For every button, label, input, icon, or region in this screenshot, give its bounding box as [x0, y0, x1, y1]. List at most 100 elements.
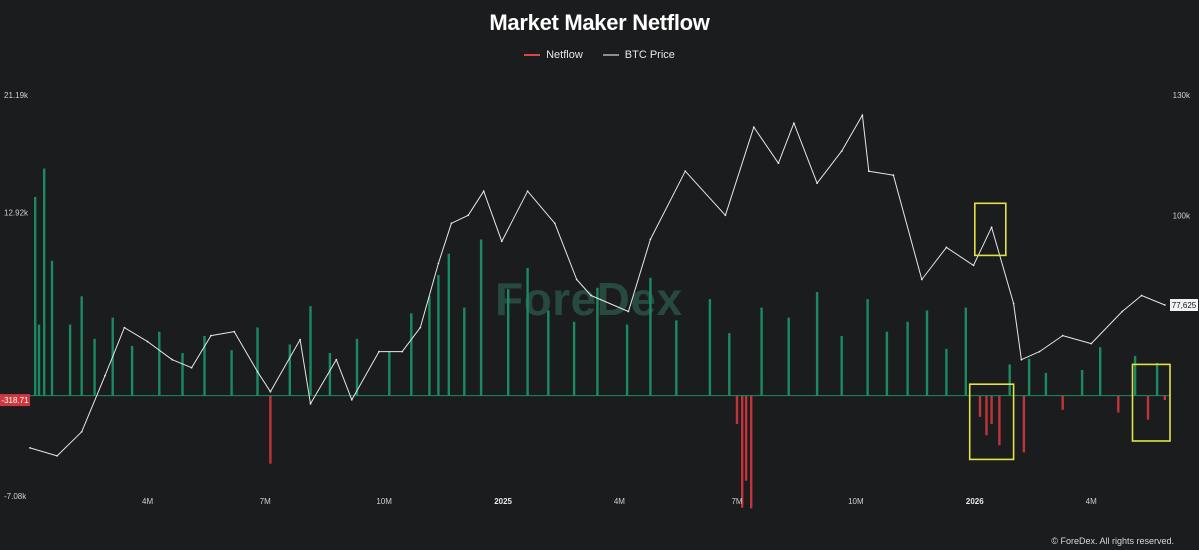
btc-price-point-50 — [1140, 294, 1143, 297]
netflow-bar-18 — [355, 338, 359, 396]
netflow-bar-6 — [93, 338, 96, 396]
netflow-bar-19 — [388, 351, 391, 396]
netflow-current-badge — [0, 394, 30, 407]
netflow-bar-26 — [507, 289, 510, 396]
btc-price-point-2 — [80, 430, 83, 433]
btc-price-point-8 — [210, 334, 212, 337]
chart-legend: Netflow BTC Price — [0, 49, 1199, 61]
x-axis-tick-8: 4M — [1086, 497, 1097, 506]
copyright-text: © ForeDex. All rights reserved. — [1051, 536, 1174, 546]
btc-price-point-38 — [867, 170, 870, 173]
x-axis-tick-5: 7M — [731, 497, 742, 506]
btc-price-point-16 — [378, 350, 380, 353]
netflow-bar-63 — [1146, 395, 1150, 420]
netflow-bar-2 — [43, 168, 46, 396]
netflow-bar-36 — [735, 395, 739, 424]
btc-price-point-40 — [920, 278, 923, 281]
btc-price-point-10 — [256, 370, 259, 373]
legend-item-btc-price[interactable]: BTC Price — [602, 49, 675, 61]
netflow-bar-48 — [945, 348, 948, 396]
btc-price-point-39 — [892, 174, 895, 177]
netflow-bar-4 — [68, 324, 72, 396]
btc-price-point-4 — [123, 326, 126, 329]
x-axis-tick-1: 7M — [260, 497, 271, 506]
netflow-bar-35 — [728, 333, 731, 396]
netflow-bar-49 — [964, 307, 967, 396]
netflow-current-value: -318.71 — [1, 396, 29, 405]
netflow-bar-34 — [708, 299, 712, 396]
netflow-bar-60 — [1099, 347, 1102, 396]
btc-price-point-0 — [29, 447, 31, 449]
netflow-bar-21 — [428, 296, 431, 396]
netflow-bar-25 — [479, 239, 483, 396]
netflow-bar-5 — [80, 296, 83, 396]
netflow-bar-30 — [596, 287, 599, 396]
netflow-bars — [30, 168, 1170, 509]
netflow-bar-17 — [328, 353, 332, 396]
netflow-bar-15 — [288, 344, 291, 396]
netflow-bar-65 — [1163, 395, 1166, 401]
netflow-bar-22 — [437, 275, 440, 396]
netflow-bar-24 — [463, 307, 466, 396]
btc-price-point-35 — [816, 182, 818, 185]
netflow-bar-41 — [787, 317, 790, 396]
btc-price-point-49 — [1121, 310, 1124, 313]
left-axis-tick-2: -7.08k — [4, 492, 27, 501]
netflow-bar-39 — [750, 395, 753, 509]
btc-price-point-29 — [649, 238, 652, 241]
netflow-bar-57 — [1044, 372, 1048, 396]
netflow-bar-0 — [34, 197, 37, 396]
chart-title: Market Maker Netflow — [489, 10, 710, 35]
netflow-bar-1 — [37, 324, 41, 396]
btc-price-line — [29, 114, 1165, 457]
netflow-bar-23 — [447, 253, 450, 396]
netflow-bar-33 — [675, 320, 678, 396]
btc-price-point-18 — [419, 326, 422, 329]
btc-price-point-20 — [450, 222, 453, 225]
left-axis-tick-0: 21.19k — [4, 91, 29, 100]
legend-item-netflow[interactable]: Netflow — [524, 49, 583, 61]
axes: 21.19k 12.92k -7.08k -318.71 130k 100k 77,625 4… — [0, 91, 1198, 506]
btc-price-current-value: 77,625 — [1172, 301, 1197, 310]
x-axis-tick-3: 2025 — [494, 497, 512, 506]
netflow-bar-10 — [181, 353, 184, 396]
btc-price-point-26 — [575, 278, 578, 281]
netflow-bar-12 — [230, 350, 233, 396]
btc-price-point-22 — [482, 190, 485, 193]
netflow-bar-42 — [815, 292, 819, 396]
x-axis-tick-4: 4M — [614, 497, 625, 506]
btc-price-point-31 — [724, 214, 727, 217]
netflow-bar-16 — [309, 306, 312, 396]
btc-price-point-32 — [752, 126, 755, 128]
btc-price-point-47 — [1061, 334, 1064, 337]
btc-price-point-15 — [350, 398, 353, 401]
legend-label-netflow: Netflow — [546, 49, 583, 61]
btc-price-point-37 — [861, 114, 864, 116]
btc-price-point-27 — [590, 294, 592, 297]
btc-price-point-3 — [104, 374, 106, 377]
btc-price-point-21 — [467, 214, 470, 217]
btc-price-swatch — [602, 54, 619, 56]
netflow-bar-3 — [50, 260, 54, 396]
netflow-bar-46 — [906, 321, 909, 396]
highlight-box-0 — [973, 202, 1007, 257]
netflow-bar-53 — [998, 395, 1001, 446]
netflow-bar-31 — [625, 324, 629, 396]
btc-price-point-30 — [684, 170, 687, 173]
x-axis-tick-2: 10M — [376, 497, 392, 506]
btc-price-point-11 — [269, 390, 272, 393]
netflow-bar-59 — [1080, 370, 1084, 396]
netflow-bar-14 — [269, 395, 272, 464]
btc-price-current-badge — [1170, 299, 1198, 311]
btc-price-point-19 — [437, 262, 440, 265]
netflow-bar-51 — [985, 395, 988, 436]
x-axis-tick-0: 4M — [142, 497, 153, 506]
netflow-bar-37 — [741, 395, 744, 508]
btc-price-point-42 — [972, 264, 975, 267]
btc-price-point-44 — [1012, 302, 1015, 305]
netflow-bar-9 — [158, 331, 161, 396]
netflow-bar-28 — [547, 310, 550, 396]
legend-label-btc-price: BTC Price — [624, 49, 675, 61]
highlight-boxes — [968, 202, 1171, 461]
netflow-bar-61 — [1117, 395, 1120, 413]
